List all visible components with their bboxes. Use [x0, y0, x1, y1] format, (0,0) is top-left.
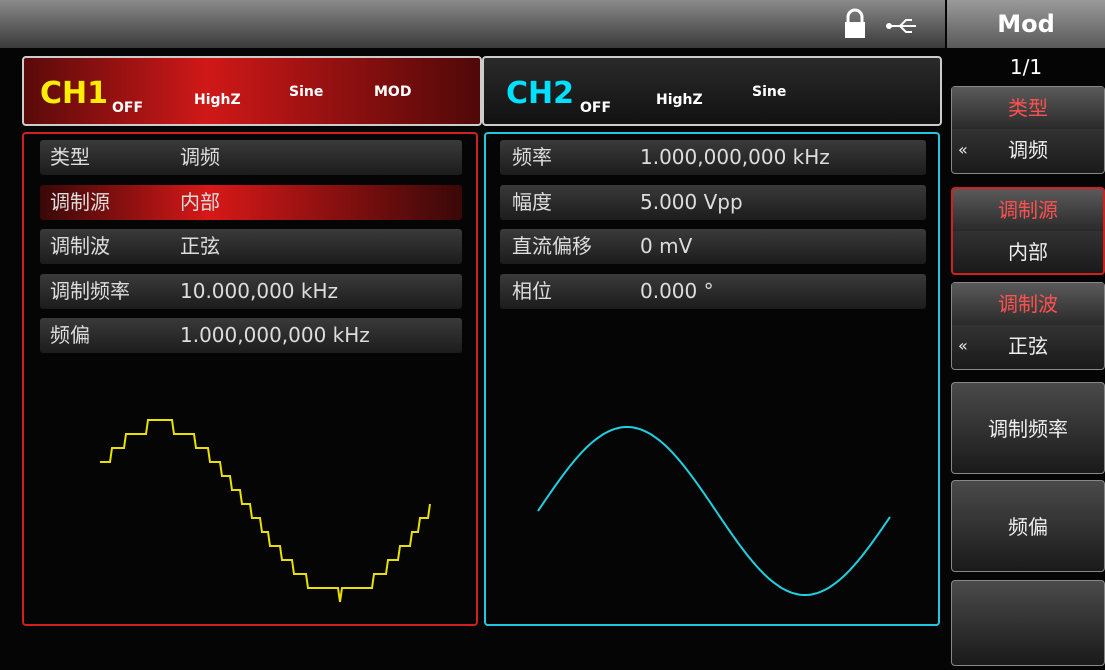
softkey-value: 内部: [1008, 240, 1048, 264]
param-label: 类型: [50, 145, 90, 169]
ch2-wave: Sine: [752, 84, 787, 100]
param-label: 频率: [512, 145, 552, 169]
softkey-label: 调制波: [952, 283, 1104, 325]
arrow: «: [958, 336, 968, 355]
ch2-name: CH2: [506, 76, 574, 111]
param-value: 1.000,000,000 kHz: [640, 145, 830, 169]
param-value: 调频: [180, 145, 220, 169]
ch1-panel: [22, 132, 478, 626]
softkey[interactable]: 调制波 正弦 «: [951, 282, 1105, 370]
softkey-label: 调制频率: [988, 417, 1068, 441]
status-bar: [0, 0, 945, 48]
softkey-empty[interactable]: [951, 580, 1105, 666]
status-icons: [845, 8, 916, 38]
param-label: 调制波: [50, 234, 110, 258]
param-label: 相位: [512, 279, 552, 303]
ch2-param-row[interactable]: 相位 0.000 °: [500, 274, 926, 309]
ch1-mode: MOD: [374, 84, 412, 100]
param-label: 调制频率: [50, 279, 130, 303]
ch1-wave: Sine: [289, 84, 324, 100]
ch1-state: OFF: [112, 100, 144, 116]
ch2-param-row[interactable]: 直流偏移 0 mV: [500, 229, 926, 264]
param-label: 调制源: [50, 190, 110, 214]
param-value: 10.000,000 kHz: [180, 279, 338, 303]
ch2-param-row[interactable]: 频率 1.000,000,000 kHz: [500, 140, 926, 175]
param-value: 0 mV: [640, 234, 693, 258]
ch1-param-row[interactable]: 类型 调频: [40, 140, 462, 175]
param-value: 0.000 °: [640, 279, 714, 303]
ch2-param-row[interactable]: 幅度 5.000 Vpp: [500, 185, 926, 220]
ch1-waveform: [100, 419, 431, 603]
param-label: 幅度: [512, 190, 552, 214]
menu-title: Mod: [947, 0, 1105, 48]
param-label: 频偏: [50, 323, 90, 347]
softkey-label: 类型: [952, 87, 1104, 129]
waveforms: [100, 419, 891, 603]
ch2-state: OFF: [580, 100, 612, 116]
ch1-header[interactable]: CH1 OFF HighZ Sine MOD: [22, 56, 482, 126]
ch1-load: HighZ: [194, 92, 241, 108]
softkey[interactable]: 调制源 内部: [951, 187, 1105, 275]
page-indicator: 1/1: [1009, 55, 1043, 79]
param-value: 5.000 Vpp: [640, 190, 743, 214]
param-value: 内部: [180, 190, 220, 214]
ch2-header[interactable]: CH2 OFF HighZ Sine: [482, 56, 942, 126]
param-label: 直流偏移: [512, 234, 592, 258]
arrow: «: [958, 140, 968, 159]
ch2-load: HighZ: [656, 92, 703, 108]
softkey[interactable]: 频偏: [951, 480, 1105, 572]
ch2-waveform: [537, 426, 891, 596]
softkey-value: 调频 «: [952, 129, 1104, 171]
softkey[interactable]: 类型 调频 «: [951, 86, 1105, 174]
ch1-param-row[interactable]: 调制波 正弦: [40, 229, 462, 264]
ch2-panel: [484, 132, 940, 626]
softkey-label: 频偏: [1008, 515, 1048, 539]
softkey[interactable]: 调制频率: [951, 382, 1105, 474]
param-value: 正弦: [180, 234, 220, 258]
softkey-value: 正弦 «: [952, 325, 1104, 367]
softkey-label: 调制源: [953, 189, 1103, 231]
ch1-param-row[interactable]: 调制频率 10.000,000 kHz: [40, 274, 462, 309]
ch1-param-row[interactable]: 调制源 内部: [40, 185, 462, 220]
param-value: 1.000,000,000 kHz: [180, 323, 370, 347]
ch1-param-row[interactable]: 频偏 1.000,000,000 kHz: [40, 318, 462, 353]
ch1-name: CH1: [40, 76, 108, 111]
